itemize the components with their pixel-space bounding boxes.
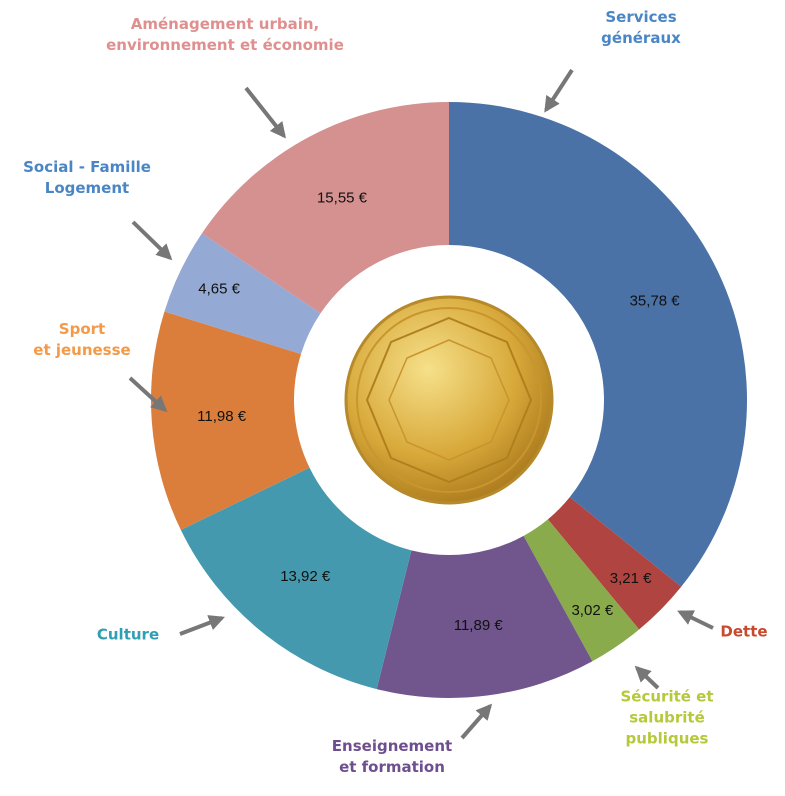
arrow [180,618,222,634]
value-label: 3,21 € [610,570,652,587]
value-label: 11,98 € [197,408,247,425]
value-label: 3,02 € [571,602,613,619]
coin-image [346,297,552,503]
value-label: 11,89 € [454,617,504,634]
category-label: Enseignement et formation [332,736,452,778]
category-label: Sport et jeunesse [33,319,130,361]
value-label: 35,78 € [630,292,681,309]
category-label: Social - Famille Logement [23,157,151,199]
category-label: Aménagement urbain, environnement et éco… [106,14,344,56]
value-label: 4,65 € [198,281,240,298]
arrow [462,706,490,738]
arrow [546,70,572,110]
category-label: Services généraux [569,7,713,49]
arrow [680,612,713,628]
chart: 35,78 € 3,21 € 3,02 € 11,89 € 13,92 € 11,98 €… [0,0,785,796]
value-label: 15,55 € [317,190,368,207]
category-label: Dette [720,622,767,643]
value-label: 13,92 € [280,568,331,585]
arrow [133,222,170,258]
category-label: Culture [97,625,159,646]
category-label: Sécurité et salubrité publiques [608,687,726,750]
arrow [637,668,658,688]
chart-canvas: 35,78 € 3,21 € 3,02 € 11,89 € 13,92 € 11,98 €… [0,0,785,796]
arrow [246,88,284,136]
